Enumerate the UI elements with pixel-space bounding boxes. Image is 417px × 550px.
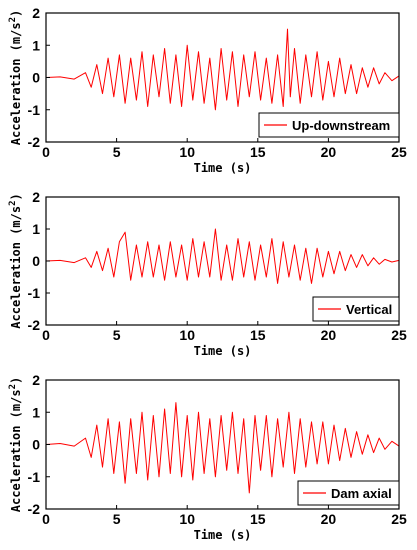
legend-label: Up-downstream	[292, 118, 390, 133]
y-axis-label: Acceleration (m/s2)	[8, 10, 23, 145]
x-axis-label: Time (s)	[194, 344, 252, 358]
x-tick-label: 15	[250, 511, 266, 527]
x-tick-label: 10	[179, 327, 195, 343]
series-line-1	[45, 228, 400, 284]
x-tick-label: 20	[321, 144, 337, 160]
x-tick-label: 15	[250, 327, 266, 343]
x-tick-label: 25	[391, 327, 407, 343]
x-axis-label: Time (s)	[194, 528, 252, 542]
x-tick-label: 5	[113, 144, 121, 160]
y-axis-label: Acceleration (m/s2)	[8, 377, 23, 512]
x-tick-label: 10	[179, 144, 195, 160]
x-tick-label: 10	[179, 511, 195, 527]
y-axis-label-superscript: 2	[8, 17, 18, 22]
y-tick-label: 2	[32, 189, 40, 205]
x-tick-label: 5	[113, 511, 121, 527]
y-tick-label: -1	[28, 469, 41, 485]
y-axis-label-superscript: 2	[8, 384, 18, 389]
chart-panel-1: 0 5 10 15 20 25 -2 -1 0 1 2 Time (s) Acceleration (m…	[8, 5, 407, 175]
y-axis-label-close: )	[9, 377, 23, 384]
y-tick-label: -1	[28, 102, 41, 118]
legend: Up-downstream	[258, 112, 400, 138]
chart-panel-3: 0 5 10 15 20 25 -2 -1 0 1 2 Time (s) Acceleration (m…	[8, 372, 407, 542]
y-axis-label: Acceleration (m/s2)	[8, 193, 23, 328]
y-axis-label-text: Acceleration (m/s	[9, 206, 23, 329]
x-tick-label: 25	[391, 144, 407, 160]
series-line-1	[45, 28, 400, 111]
y-tick-label: 2	[32, 372, 40, 388]
y-tick-label: -2	[28, 501, 41, 517]
legend: Vertical	[312, 296, 400, 322]
series-line-1	[45, 402, 400, 494]
x-tick-label: 15	[250, 144, 266, 160]
y-axis-label-close: )	[9, 193, 23, 200]
legend-label: Vertical	[346, 302, 392, 317]
y-axis-label-text: Acceleration (m/s	[9, 22, 23, 145]
x-axis-label: Time (s)	[194, 161, 252, 175]
x-tick-label: 0	[42, 144, 50, 160]
x-tick-label: 20	[321, 511, 337, 527]
y-tick-label: 0	[32, 253, 40, 269]
chart-panel-2: 0 5 10 15 20 25 -2 -1 0 1 2 Time (s) Acceleration (m…	[8, 189, 407, 358]
x-tick-label: 0	[42, 327, 50, 343]
y-axis-label-close: )	[9, 10, 23, 17]
y-tick-label: 1	[32, 404, 40, 420]
y-tick-label: -1	[28, 285, 41, 301]
legend: Dam axial	[297, 480, 400, 506]
legend-label: Dam axial	[331, 486, 392, 501]
y-tick-label: 1	[32, 221, 40, 237]
x-tick-label: 20	[321, 327, 337, 343]
y-tick-label: -2	[28, 317, 41, 333]
y-tick-label: 1	[32, 37, 40, 53]
y-tick-label: -2	[28, 134, 41, 150]
y-tick-label: 2	[32, 5, 40, 21]
x-tick-label: 25	[391, 511, 407, 527]
y-axis-label-text: Acceleration (m/s	[9, 389, 23, 512]
y-axis-label-superscript: 2	[8, 200, 18, 205]
y-tick-label: 0	[32, 70, 40, 86]
x-tick-label: 0	[42, 511, 50, 527]
x-tick-label: 5	[113, 327, 121, 343]
y-tick-label: 0	[32, 437, 40, 453]
